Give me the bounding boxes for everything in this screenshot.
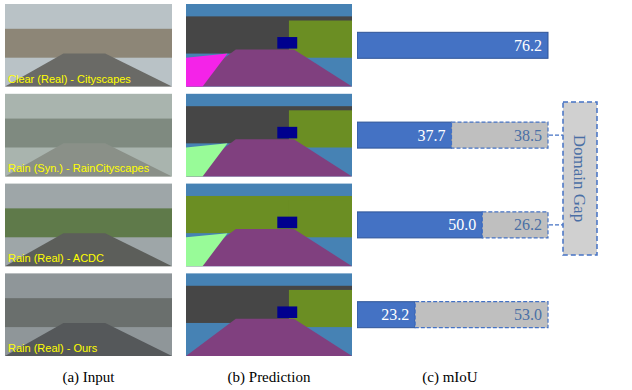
image-caption: Rain (Real) - Ours [8,342,98,354]
prediction-map [186,94,352,177]
seg-sidewalk [186,233,228,266]
data-labels: 76.2 37.7 38.5 50.0 26.2 23.2 53.0 [381,37,542,323]
data-label: 53.0 [514,306,542,323]
bar [357,212,482,238]
input-image: Rain (Real) - Ours [5,273,172,356]
image-sky [5,4,172,87]
seg-road [186,139,352,176]
image-caption: Clear (Real) - Cityscapes [8,73,131,85]
connector [549,135,563,136]
input-image: Rain (Real) - ACDC [5,184,172,267]
data-label: 76.2 [514,37,542,54]
image-scenery [5,298,172,327]
figure: Clear (Real) - Cityscapes Rain (Syn.) - R… [0,0,632,390]
domain-gap-annotation: Domain Gap [549,102,597,255]
image-sky [5,184,172,267]
seg-sky [186,4,352,87]
image-road [5,233,172,266]
input-image: Rain (Syn.) - RainCityscapes [5,94,172,177]
bar [357,302,415,328]
annotation-text: Domain Gap [570,135,589,222]
bar [357,32,548,58]
image-scenery [5,208,172,237]
bar-gap [415,302,548,328]
data-label: 26.2 [514,216,542,233]
image-road [5,54,172,87]
panel-label: (b) Prediction [228,369,311,386]
seg-vegetation [289,110,352,147]
bar-gap [451,122,548,148]
data-label: 23.2 [381,306,409,323]
data-label: 50.0 [448,216,476,233]
seg-car [277,127,297,139]
prediction-maps [186,4,352,356]
seg-car [277,217,297,229]
image-road [5,323,172,356]
prediction-map [186,4,352,87]
seg-car [277,306,297,318]
seg-sidewalk [186,54,228,87]
image-sky [5,94,172,177]
seg-sky [186,184,352,267]
prediction-map [186,273,352,356]
seg-vegetation [289,200,352,237]
annotation-box [563,102,597,255]
image-caption: Rain (Syn.) - RainCityscapes [8,162,150,174]
seg-vegetation [289,21,352,58]
seg-sidewalk [186,143,228,176]
seg-sky [186,273,352,356]
input-image: Clear (Real) - Cityscapes [5,4,172,87]
image-scenery [5,29,172,58]
chart-title: (c) mIoU [422,369,478,386]
image-road [5,143,172,176]
seg-sky [186,94,352,177]
image-scenery [5,119,172,148]
seg-road [186,49,352,86]
input-images: Clear (Real) - Cityscapes Rain (Syn.) - R… [5,4,172,356]
image-caption: Rain (Real) - ACDC [8,252,104,264]
connector [549,224,563,225]
data-label: 37.7 [417,127,445,144]
panel-label: (a) Input [62,369,115,386]
seg-car [277,37,297,49]
image-sky [5,273,172,356]
bars [357,32,548,327]
seg-road [186,229,352,266]
data-label: 38.5 [514,127,542,144]
prediction-map [186,184,352,267]
seg-road [186,319,352,356]
bar [357,122,451,148]
bar-gap [482,212,548,238]
seg-vegetation [289,290,352,327]
